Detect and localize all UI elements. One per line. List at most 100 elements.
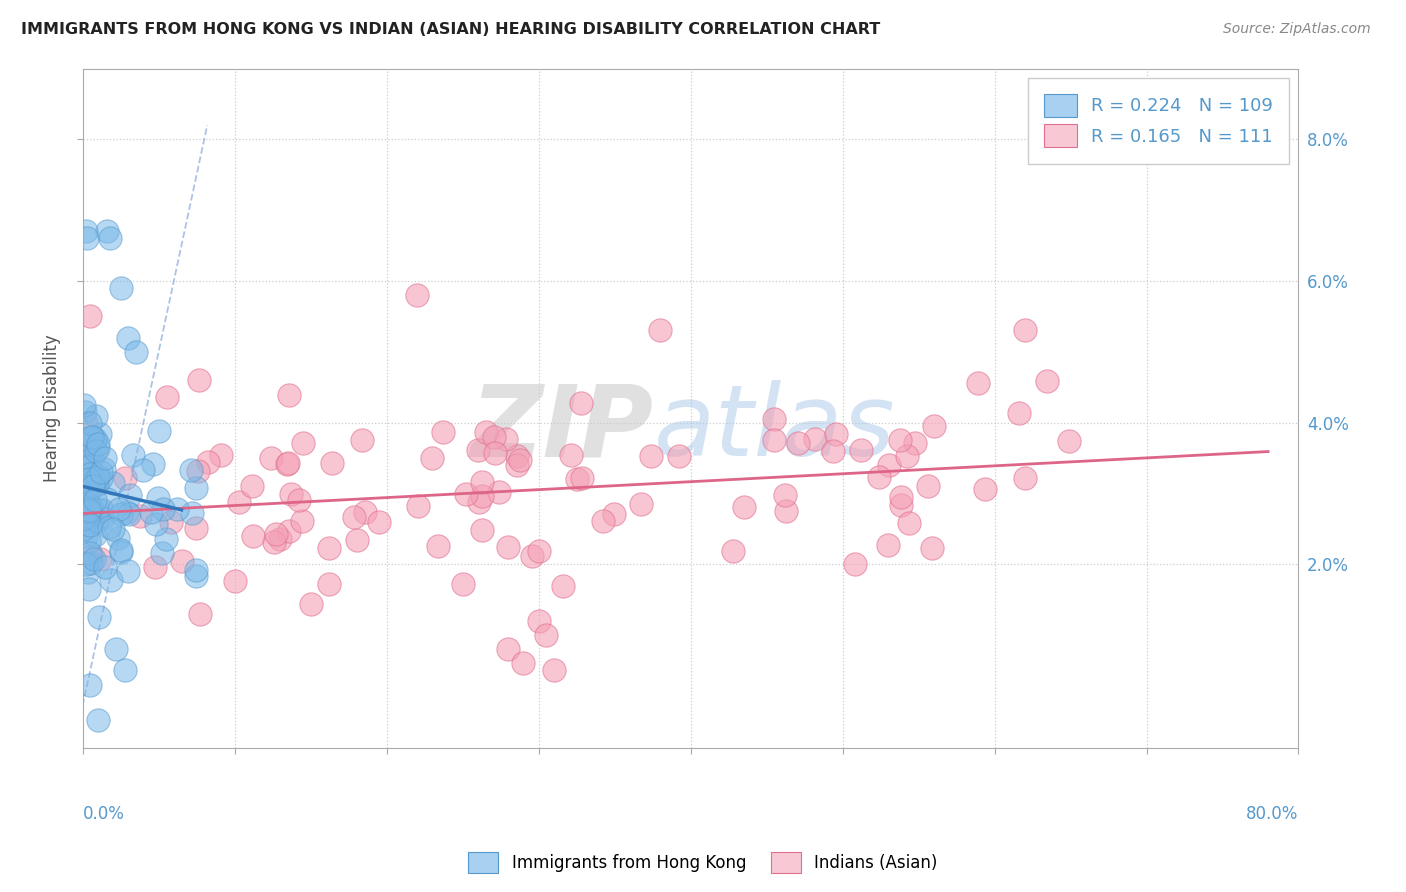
Point [668,450,690,464]
Point [101,475,124,490]
Point [110,545,132,559]
Point [922,419,945,434]
Point [129,508,152,523]
Point [83,552,105,566]
Point [276,457,298,471]
Point [560,448,582,462]
Point [803,432,825,446]
Point [73,509,96,524]
Point [877,538,900,552]
Point [125,344,148,359]
Point [73,473,96,487]
Text: Source: ZipAtlas.com: Source: ZipAtlas.com [1223,22,1371,37]
Point [877,458,900,472]
Point [77,533,100,548]
Point [288,493,311,508]
Point [75,558,97,572]
Point [76,472,98,486]
Point [80,430,103,444]
Point [269,532,291,546]
Point [77,565,100,579]
Point [117,330,139,344]
Point [110,507,132,521]
Point [139,505,162,519]
Point [120,488,142,502]
Point [75,481,97,495]
Point [114,471,136,485]
Text: atlas: atlas [654,380,896,477]
Point [131,463,153,477]
Point [277,456,299,470]
Point [90,503,112,517]
Point [110,281,132,295]
Point [101,522,124,536]
Point [73,511,96,525]
Point [897,516,920,530]
Point [921,541,943,556]
Point [733,500,755,514]
Point [80,500,103,514]
Point [534,628,557,642]
Point [630,497,652,511]
Point [278,524,301,538]
Legend: R = 0.224   N = 109, R = 0.165   N = 111: R = 0.224 N = 109, R = 0.165 N = 111 [1028,78,1289,163]
Point [96,224,118,238]
Text: ZIP: ZIP [471,380,654,477]
Point [84,528,107,542]
Point [603,507,626,521]
Point [86,477,108,491]
Point [80,509,103,524]
Point [77,504,100,518]
Point [775,504,797,518]
Point [890,499,912,513]
Point [117,564,139,578]
Point [471,490,494,504]
Point [640,450,662,464]
Point [197,455,219,469]
Point [117,505,139,519]
Point [904,436,927,450]
Y-axis label: Hearing Disability: Hearing Disability [44,334,60,483]
Point [917,479,939,493]
Point [166,502,188,516]
Point [77,484,100,499]
Point [181,506,204,520]
Point [496,642,519,657]
Point [263,535,285,549]
Point [77,509,100,524]
Point [93,462,115,476]
Point [72,495,94,509]
Point [145,517,167,532]
Point [156,390,179,404]
Point [506,458,529,473]
Point [354,505,377,519]
Point [823,443,845,458]
Point [75,466,97,480]
Point [186,521,208,535]
Point [650,324,672,338]
Point [87,469,110,483]
Point [260,451,283,466]
Point [89,426,111,441]
Point [367,515,389,529]
Point [180,463,202,477]
Point [787,436,810,450]
Point [773,488,796,502]
Point [98,520,121,534]
Point [79,545,101,559]
Point [84,409,107,424]
Point [209,448,232,462]
Point [571,471,593,485]
Point [77,459,100,474]
Point [87,503,110,517]
Point [148,491,170,506]
Point [509,453,531,467]
Point [498,540,520,554]
Point [87,441,110,455]
Point [87,437,110,451]
Point [825,427,848,442]
Point [94,450,117,465]
Point [107,531,129,545]
Point [72,398,94,412]
Point [152,501,174,516]
